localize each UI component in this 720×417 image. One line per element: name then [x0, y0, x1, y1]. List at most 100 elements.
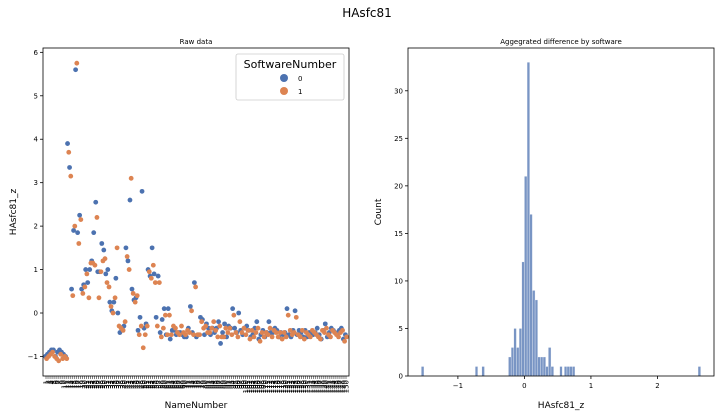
legend-box [235, 53, 345, 101]
histogram-bar [510, 347, 514, 377]
left-x-tick-label: 134 [310, 379, 318, 393]
left-scatter-points [43, 60, 349, 364]
scatter-point-sw1 [173, 325, 178, 331]
scatter-point-sw0 [161, 306, 167, 312]
left-x-tick-label: 110 [262, 380, 270, 393]
right-x-tick-label: −1 [453, 382, 463, 390]
left-x-tick-label: 146 [334, 379, 342, 393]
scatter-point-sw1 [102, 256, 108, 262]
scatter-point-sw0 [99, 241, 105, 246]
left-x-tick-label: 62 [165, 380, 173, 389]
scatter-point-sw0 [135, 327, 141, 333]
scatter-point-sw0 [236, 310, 242, 316]
scatter-point-sw1 [98, 269, 104, 275]
scatter-point-sw1 [241, 325, 247, 331]
scatter-point-sw1 [56, 358, 62, 364]
left-x-tick-label: 43 [127, 380, 135, 389]
left-x-tick-label: 76 [194, 379, 202, 388]
scatter-point-sw0 [151, 271, 157, 277]
scatter-point-sw1 [328, 334, 333, 340]
right-y-tick-label: 5 [399, 325, 403, 333]
scatter-point-sw1 [144, 323, 150, 329]
scatter-point-sw1 [50, 349, 56, 355]
left-x-tick-label: 94 [230, 379, 238, 388]
left-x-tick-label: 86 [214, 379, 222, 388]
left-x-tick-label: 68 [177, 380, 185, 389]
left-x-tick-label: 10 [61, 380, 69, 389]
left-x-tick-label: 89 [220, 380, 228, 389]
left-x-tick-label: 35 [111, 380, 119, 389]
left-plot-frame [42, 47, 350, 377]
histogram-bar [545, 366, 549, 377]
scatter-point-sw1 [223, 325, 229, 331]
left-x-tick-label: 126 [294, 379, 302, 393]
scatter-point-sw1 [66, 149, 72, 155]
scatter-point-sw1 [92, 262, 98, 268]
left-x-tick-label: 44 [129, 379, 137, 388]
left-x-tick-label: 74 [189, 379, 197, 388]
scatter-point-sw1 [156, 280, 162, 285]
left-x-tick-label: 87 [216, 380, 224, 389]
left-x-tick-label: 98 [238, 380, 246, 389]
scatter-point-sw1 [197, 332, 203, 338]
left-x-tick-label: 97 [236, 380, 244, 389]
histogram-bar [569, 366, 573, 377]
scatter-point-sw1 [106, 284, 112, 290]
left-x-tick-label: 5 [51, 380, 59, 384]
right-y-ticks: 0 5 10 15 20 25 30 [394, 87, 408, 381]
aggregated-difference-panel: Aggegrated difference by software 051015… [374, 38, 715, 411]
scatter-point-sw1 [128, 175, 134, 181]
right-x-ticks: −1 0 1 2 [453, 376, 660, 390]
scatter-point-sw0 [123, 245, 129, 251]
left-x-tick-label: 107 [256, 380, 264, 393]
left-x-tick-label: 78 [198, 380, 206, 389]
left-x-tick-label: 81 [204, 380, 212, 389]
scatter-point-sw1 [342, 338, 347, 344]
left-x-tick-label: 125 [292, 380, 300, 393]
left-x-tick-label: 13 [67, 380, 75, 389]
scatter-point-sw1 [225, 330, 231, 335]
legend-entry-0: 0 [298, 75, 302, 83]
left-x-tick-label: 124 [290, 379, 298, 393]
scatter-point-sw1 [58, 351, 64, 357]
left-x-tick-label: 56 [153, 379, 161, 388]
left-x-tick-label: 84 [210, 379, 218, 388]
scatter-point-sw1 [267, 325, 273, 331]
left-x-tick-label: 45 [131, 380, 139, 389]
left-x-tick-label: 9 [59, 380, 67, 384]
histogram-bar [524, 176, 528, 377]
scatter-point-sw1 [138, 323, 144, 329]
scatter-point-sw1 [249, 327, 255, 333]
scatter-point-sw1 [86, 295, 92, 301]
histogram-bar [566, 366, 570, 377]
scatter-point-sw1 [215, 334, 221, 340]
left-x-tick-label: 29 [99, 380, 107, 389]
left-x-tick-label: 100 [242, 380, 250, 393]
scatter-point-sw1 [213, 327, 219, 333]
left-y-tick-label: 5 [34, 92, 38, 100]
right-plot-frame [407, 47, 715, 377]
left-x-tick-label: 36 [113, 379, 121, 388]
left-x-tick-label: 122 [286, 380, 294, 393]
left-x-tick-label: 90 [222, 380, 230, 389]
scatter-point-sw0 [322, 321, 328, 327]
histogram-bar [518, 328, 522, 377]
scatter-point-sw0 [187, 304, 193, 309]
scatter-point-sw1 [84, 271, 90, 277]
scatter-point-sw1 [110, 310, 116, 316]
scatter-point-sw1 [114, 245, 120, 251]
scatter-point-sw0 [91, 230, 97, 236]
scatter-point-sw1 [344, 334, 349, 340]
scatter-point-sw1 [324, 325, 329, 331]
left-x-tick-label: 72 [185, 380, 193, 389]
scatter-point-sw1 [233, 330, 239, 335]
left-x-tick-label: 145 [332, 380, 340, 393]
scatter-point-sw1 [275, 334, 281, 340]
scatter-point-sw1 [336, 334, 341, 340]
left-x-tick-label: 99 [240, 380, 248, 389]
left-x-tick-label: 31 [103, 380, 111, 389]
scatter-point-sw0 [111, 299, 117, 305]
scatter-point-sw0 [222, 321, 227, 327]
scatter-point-sw0 [129, 286, 135, 292]
scatter-point-sw0 [105, 267, 111, 272]
